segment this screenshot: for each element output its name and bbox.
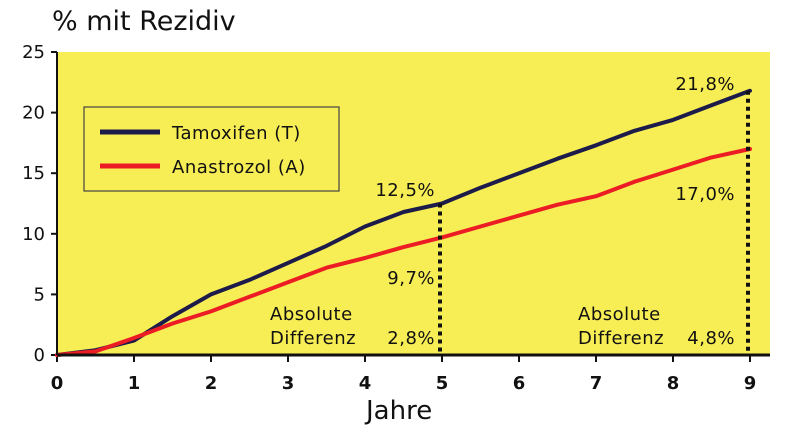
- y-tick-label: 25: [22, 42, 45, 63]
- y-axis-title: % mit Rezidiv: [52, 6, 236, 37]
- x-tick-label: 2: [205, 373, 218, 394]
- annotation-label: Differenz: [270, 328, 356, 349]
- x-tick-label: 7: [590, 373, 603, 394]
- x-tick-label: 6: [513, 373, 526, 394]
- annotation-label: Differenz: [578, 328, 664, 349]
- legend: Tamoxifen (T) Anastrozol (A): [83, 106, 340, 192]
- x-tick-label: 4: [359, 373, 372, 394]
- x-tick-label: 0: [51, 373, 64, 394]
- series-line-anastrozol: [55, 147, 752, 357]
- annotation-label: Absolute: [578, 304, 661, 325]
- x-tick-label: 1: [128, 373, 141, 394]
- y-tick-label: 0: [34, 345, 45, 366]
- series-lines: [55, 88, 752, 357]
- y-tick-label: 10: [22, 224, 45, 245]
- legend-label-tamoxifen: Tamoxifen (T): [171, 123, 301, 144]
- annotation-label: Absolute: [270, 304, 353, 325]
- annotation-label: 9,7%: [387, 268, 435, 289]
- y-tick-label: 20: [22, 103, 45, 124]
- x-axis-ticks: 0 1 2 3 4 5 6 7 8 9: [51, 355, 757, 394]
- y-axis-ticks: 0 5 10 15 20 25: [22, 42, 57, 366]
- annotation-label: 2,8%: [387, 328, 435, 349]
- annotation-label: 12,5%: [375, 180, 435, 201]
- annotation-label: 21,8%: [675, 74, 735, 95]
- x-tick-label: 8: [667, 373, 680, 394]
- x-tick-label: 5: [436, 373, 449, 394]
- difference-markers: [438, 90, 750, 355]
- legend-box: [83, 106, 340, 192]
- x-tick-label: 9: [744, 373, 757, 394]
- plot-background: [57, 52, 770, 355]
- y-tick-label: 5: [34, 284, 45, 305]
- annotation-label: 17,0%: [675, 184, 735, 205]
- x-tick-label: 3: [282, 373, 295, 394]
- x-axis-title: Jahre: [366, 396, 433, 426]
- annotation-label: 4,8%: [687, 328, 735, 349]
- legend-label-anastrozol: Anastrozol (A): [172, 157, 306, 178]
- annotations: 12,5% 9,7% Absolute Differenz 2,8% 21,8% 17,0%…: [270, 74, 735, 349]
- series-line-tamoxifen: [55, 88, 752, 357]
- axes: [56, 52, 770, 357]
- y-tick-label: 15: [22, 163, 45, 184]
